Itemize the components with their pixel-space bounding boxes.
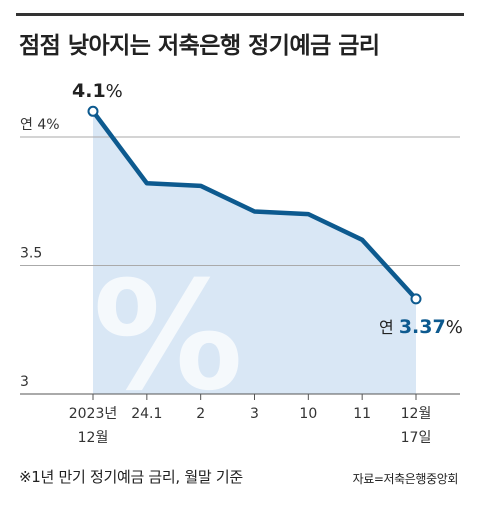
y-tick-label: 3 (20, 374, 29, 390)
x-tick-label: 2023년 (69, 406, 118, 422)
percent-watermark: % (93, 250, 243, 424)
x-tick-label: 2 (196, 406, 205, 422)
top-rule (16, 13, 464, 16)
x-tick-label: 24.1 (131, 406, 162, 422)
x-tick-label: 12월 (401, 406, 432, 422)
y-tick-label: 3.5 (20, 246, 42, 262)
data-point-marker (410, 293, 422, 305)
x-tick-label: 11 (353, 406, 371, 422)
source-credit: 자료=저축은행중앙회 (352, 472, 459, 486)
series-line (90, 109, 419, 302)
chart-title: 점점 낮아지는 저축은행 정기예금 금리 (19, 33, 380, 59)
x-tick-label: 3 (250, 406, 259, 422)
start-value-label: 4.1% (72, 80, 123, 102)
data-point-marker (87, 105, 99, 117)
footnote: ※1년 만기 정기예금 금리, 월말 기준 (19, 468, 243, 486)
end-value-label: 연 3.37% (379, 316, 463, 338)
x-tick-label: 12월 (78, 430, 109, 446)
x-tick-label: 10 (299, 406, 317, 422)
y-tick-label: 연 4% (20, 117, 60, 133)
x-tick-label: 17일 (401, 430, 432, 446)
area-fill (93, 111, 416, 395)
